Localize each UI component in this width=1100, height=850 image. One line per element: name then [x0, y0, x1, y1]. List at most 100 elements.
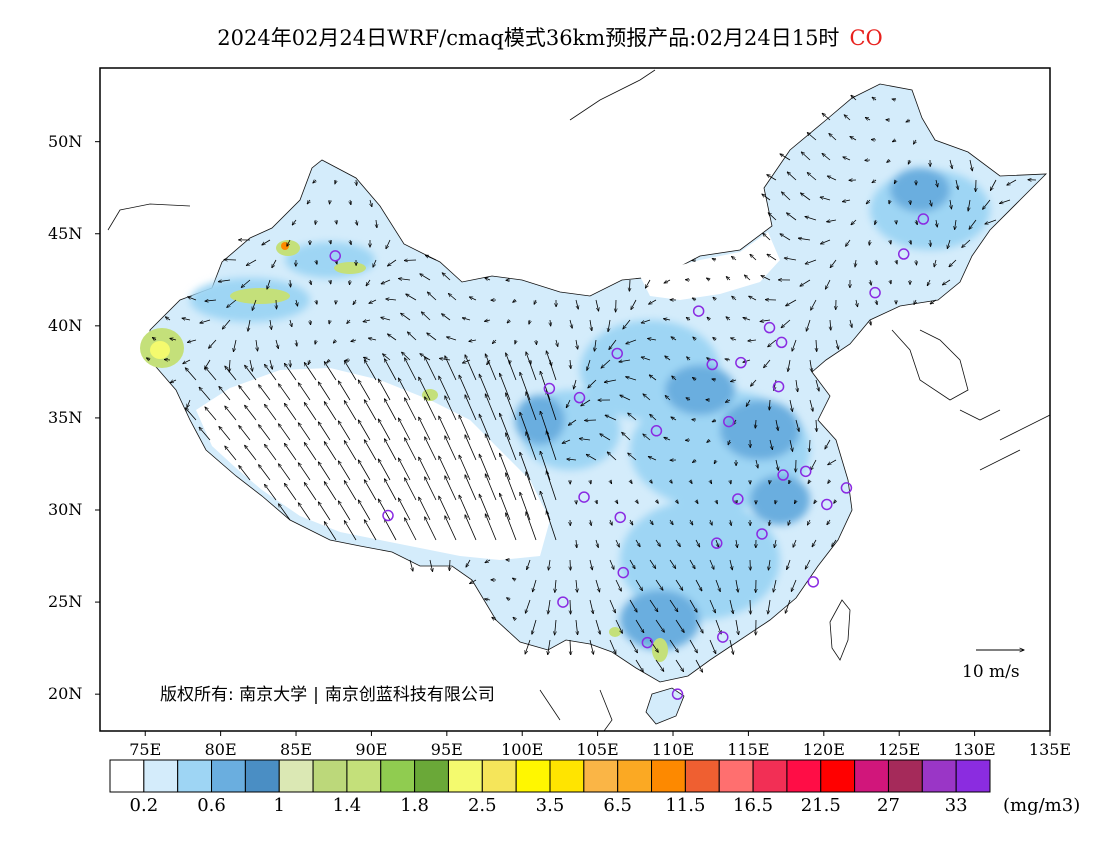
wind-arrow [267, 279, 271, 289]
wind-arrow [358, 500, 371, 521]
wind-arrow [225, 366, 237, 381]
wind-arrow [363, 320, 371, 322]
wind-arrow [875, 219, 876, 225]
wind-arrow [351, 340, 357, 342]
wind-arrow [218, 280, 231, 282]
wind-arrow [344, 481, 357, 501]
wind-arrow [825, 439, 831, 449]
lon-tick-label: 80E [204, 740, 237, 759]
wind-arrow [615, 579, 621, 591]
wind-arrow [775, 459, 778, 470]
wind-arrow [590, 319, 592, 331]
lat-tick-label: 40N [48, 315, 83, 335]
colorbar-swatch [820, 759, 856, 793]
wind-arrow [807, 133, 817, 141]
wind-arrow [730, 519, 731, 526]
wind-arrow [318, 462, 331, 481]
wind-arrow [664, 319, 671, 320]
wind-arrow [445, 436, 457, 461]
wind-arrow [808, 480, 810, 484]
wind-arrow [336, 219, 337, 224]
wind-arrow [789, 480, 790, 484]
wind-arrow [313, 180, 316, 183]
wind-arrow [956, 179, 958, 190]
wind-arrow [199, 427, 211, 441]
wind-arrow [540, 491, 551, 521]
blob-dark-guangxi [620, 590, 700, 650]
wind-arrow [269, 359, 272, 369]
wind-arrow [643, 394, 651, 401]
wind-arrow [445, 476, 457, 501]
lat-tick-label: 50N [48, 131, 83, 151]
wind-arrow [358, 420, 371, 441]
wind-arrow [485, 599, 491, 600]
wind-arrow [792, 339, 797, 351]
wind-arrow [344, 521, 357, 541]
wind-arrow [767, 175, 777, 181]
wind-arrow [315, 219, 316, 224]
wind-arrow [649, 559, 656, 569]
wind-arrow [635, 579, 643, 591]
colorbar-label: 1 [273, 795, 285, 816]
wind-arrow [816, 419, 817, 432]
wind-arrow [616, 500, 618, 504]
wind-arrow [284, 363, 297, 381]
wind-arrow [692, 420, 697, 421]
wind-arrow [748, 340, 757, 341]
wind-arrow [318, 382, 331, 401]
wind-arrow [284, 403, 297, 421]
wind-arrow [801, 193, 811, 201]
wind-arrow [165, 317, 171, 321]
wind-arrow [784, 258, 797, 261]
wind-arrow [527, 559, 531, 570]
colorbar-swatch [921, 759, 957, 793]
wind-arrow [209, 339, 217, 348]
wind-arrow [709, 559, 714, 569]
colorbar-label: 0.2 [129, 795, 159, 816]
wind-arrow [548, 599, 551, 614]
wind-arrow [930, 299, 937, 304]
wind-arrow [287, 239, 291, 246]
colorbar-swatch [854, 759, 889, 793]
wind-arrow [579, 439, 591, 441]
wind-arrow [590, 519, 591, 526]
colorbar-swatch [414, 759, 449, 793]
wind-arrow [485, 514, 497, 541]
wind-arrow [427, 333, 437, 341]
wind-arrow [675, 619, 684, 633]
wind-arrow [626, 339, 637, 344]
low-zone-inner-mongolia [640, 232, 780, 300]
city-station-marker [772, 380, 785, 393]
wind-arrow [513, 617, 516, 620]
wind-arrow [526, 392, 537, 421]
map-title: 2024年02月24日WRF/cmaq模式36km预报产品:02月24日15时 C… [0, 22, 1100, 52]
wind-arrow [785, 599, 791, 613]
wind-arrow [750, 254, 757, 261]
wind-arrow [872, 97, 877, 100]
colorbar-swatch [549, 759, 585, 793]
city-station-marker [614, 511, 626, 524]
city-station-marker [573, 391, 586, 404]
wind-arrow [650, 480, 652, 483]
wind-arrow [459, 455, 471, 481]
wind-arrow [378, 459, 391, 481]
wind-arrow [955, 219, 956, 230]
wind-arrow [769, 439, 773, 450]
city-station-marker [917, 213, 930, 225]
wind-arrow [791, 579, 797, 592]
wind-arrow [465, 435, 477, 461]
wind-arrow [892, 140, 896, 142]
wind-arrow [556, 339, 558, 347]
wind-arrow [609, 599, 616, 613]
wind-arrow [205, 407, 217, 421]
wind-arrow [364, 400, 377, 421]
wind-arrow [449, 559, 450, 571]
wind-arrow [896, 259, 897, 264]
wind-arrow [170, 380, 177, 383]
wind-arrow [686, 317, 691, 320]
wind-arrow [805, 259, 817, 264]
wind-arrow [515, 339, 516, 344]
city-station-marker [799, 465, 812, 478]
wind-arrow [715, 579, 720, 592]
wind-arrow [567, 459, 577, 460]
